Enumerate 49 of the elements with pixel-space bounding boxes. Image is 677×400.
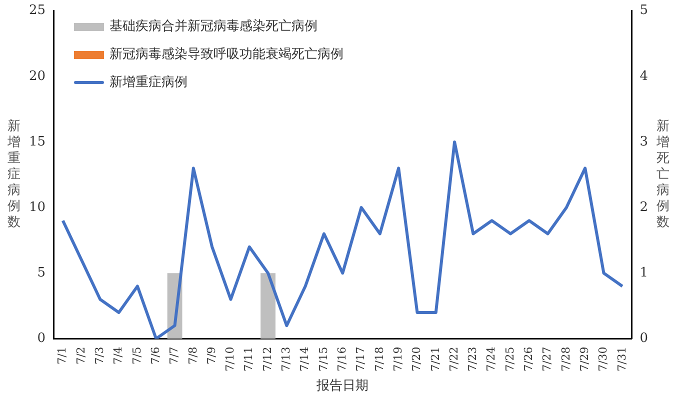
y-tick-label: 5 xyxy=(37,265,46,280)
x-tick-label: 7/15 xyxy=(316,346,330,372)
x-tick-label: 7/9 xyxy=(204,346,218,364)
y-tick-label: 20 xyxy=(28,68,46,84)
x-tick-label: 7/30 xyxy=(596,346,610,372)
y2-tick-label: 0 xyxy=(640,331,648,346)
x-tick-label: 7/28 xyxy=(559,346,572,372)
x-tick-label: 7/10 xyxy=(224,346,237,372)
y2-tick-label: 3 xyxy=(640,134,648,150)
x-tick-label: 7/3 xyxy=(93,346,106,364)
x-tick-label: 7/8 xyxy=(186,346,200,364)
x-tick-label: 7/7 xyxy=(168,346,181,364)
y2-tick-label: 5 xyxy=(640,3,648,18)
y2-tick-label: 2 xyxy=(640,200,648,215)
legend-label: 新增重症病例 xyxy=(110,74,188,92)
x-tick-label: 7/16 xyxy=(335,346,348,372)
x-tick-label: 7/26 xyxy=(522,346,536,372)
x-tick-label: 7/17 xyxy=(354,346,368,372)
legend-label: 基础疾病合并新冠病毒感染死亡病例 xyxy=(110,18,318,36)
x-tick-label: 7/23 xyxy=(466,346,480,372)
x-tick-label: 7/21 xyxy=(428,346,442,372)
x-tick-label: 7/6 xyxy=(148,346,162,364)
x-tick-label: 7/31 xyxy=(615,346,628,372)
x-tick-label: 7/22 xyxy=(447,346,460,372)
y-tick-label: 10 xyxy=(28,200,46,215)
x-tick-label: 7/1 xyxy=(56,346,69,364)
x-tick-label: 7/5 xyxy=(130,346,144,364)
y2-tick-label: 1 xyxy=(640,265,648,280)
x-tick-label: 7/24 xyxy=(484,346,498,372)
x-tick-label: 7/4 xyxy=(112,346,125,364)
y-tick-label: 25 xyxy=(28,3,46,18)
y2-axis-title: 新增死亡病例数 xyxy=(656,119,670,230)
x-tick-label: 7/27 xyxy=(540,346,554,372)
x-tick-label: 7/2 xyxy=(74,346,88,364)
x-tick-label: 7/12 xyxy=(260,346,274,372)
x-tick-label: 7/18 xyxy=(372,346,386,372)
x-tick-label: 7/19 xyxy=(391,346,404,372)
x-tick-label: 7/11 xyxy=(242,346,256,372)
x-tick-label: 7/29 xyxy=(578,346,591,372)
y-tick-label: 0 xyxy=(37,331,46,346)
y-axis-title: 新增重症病例数 xyxy=(6,119,20,230)
y2-tick-label: 4 xyxy=(640,68,648,84)
x-tick-label: 7/20 xyxy=(410,346,424,372)
x-axis-title: 报告日期 xyxy=(316,378,369,394)
x-tick-label: 7/13 xyxy=(280,346,293,372)
y-tick-label: 15 xyxy=(28,134,46,150)
x-tick-label: 7/25 xyxy=(503,346,516,372)
legend-label: 新冠病毒感染导致呼吸功能衰竭死亡病例 xyxy=(110,46,344,64)
x-tick-label: 7/14 xyxy=(298,346,312,372)
